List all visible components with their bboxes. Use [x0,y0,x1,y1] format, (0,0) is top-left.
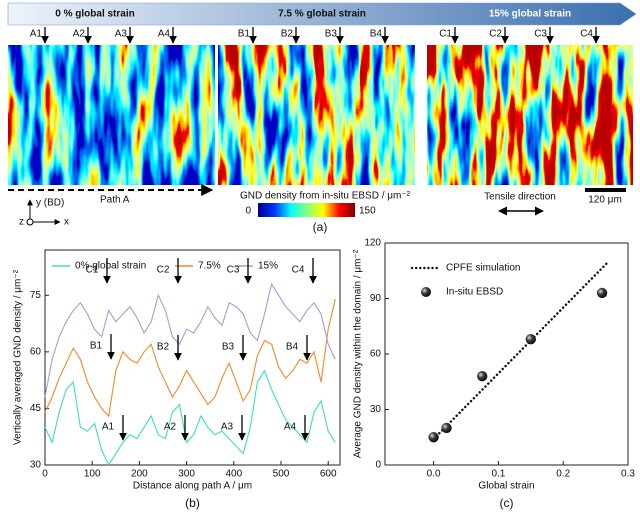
annotation: B1 [90,341,103,352]
y-tick-label: 120 [364,238,381,249]
y-axis-label: Vertically averaged GND density / μm⁻² [13,269,24,445]
scale-bar [585,188,626,192]
marker-label: C2 [489,29,502,40]
axis-label: z [19,217,24,228]
y-tick-label: 30 [370,404,382,415]
path-label: Path A [100,195,130,206]
annotation: C2 [157,265,170,276]
marker-label: B3 [325,29,338,40]
x-axis-label: Global strain [478,481,534,492]
fit-line [432,260,610,441]
legend-label: 15% [258,261,278,272]
annotation: A2 [164,422,177,433]
legend-label: 0% global strain [75,261,146,272]
plot-frame [384,242,629,466]
y-tick-label: 30 [30,460,42,471]
marker-label: C3 [534,29,547,40]
data-line [44,282,336,398]
x-tick-label: 0.2 [556,469,570,480]
data-point [477,371,488,382]
colorbar-label: 0 [245,206,251,217]
data-line [44,369,336,467]
plot-frame [44,249,341,466]
marker-label: B2 [281,29,294,40]
x-tick-label: 400 [225,469,242,480]
colorbar [258,203,355,217]
panel-label: (a) [313,220,328,234]
y-tick-label: 60 [370,349,382,360]
x-tick-label: 300 [178,469,195,480]
annotation: C3 [227,265,240,276]
data-point [441,422,452,434]
legend-label: 7.5% [198,261,221,272]
x-tick-label: 0 [42,469,48,480]
annotation: A1 [102,422,115,433]
x-tick-label: 0.0 [427,469,441,480]
annotation: B3 [222,342,235,353]
panel-label: (c) [500,496,514,510]
marker-label: B1 [238,29,251,40]
marker-label: A3 [115,29,128,40]
x-tick-label: 0.3 [621,469,635,480]
y-tick-label: 45 [30,403,42,414]
marker-label: A1 [30,29,43,40]
x-tick-label: 0.1 [491,469,505,480]
banner-label: 15% global strain [489,9,571,20]
legend-label: CPFE simulation [446,263,520,274]
axis-label: y (BD) [36,198,64,209]
legend-swatch [421,287,431,297]
data-point [428,432,439,443]
y-tick-label: 0 [375,460,381,471]
annotation: C4 [292,265,305,276]
x-tick-label: 600 [320,469,337,480]
y-tick-label: 60 [30,346,42,357]
tensile-label: Tensile direction [484,192,556,203]
marker-label: A2 [73,29,86,40]
x-tick-label: 200 [131,469,148,480]
y-tick-label: 90 [370,293,382,304]
x-tick-label: 500 [273,469,290,480]
annotation: A3 [221,422,234,433]
ebsd-map [218,45,415,185]
colorbar-label: 150 [359,206,376,217]
marker-label: C1 [439,29,452,40]
y-tick-label: 75 [30,290,42,301]
scale-label: 120 μm [588,195,622,206]
axis-z [26,218,34,226]
annotation: B4 [286,342,299,353]
x-tick-label: 100 [84,469,101,480]
marker-label: A4 [158,29,171,40]
y-axis-label: Average GND density within the domain / … [353,249,364,458]
panel-label: (b) [185,496,200,510]
legend-label: In-situ EBSD [446,287,503,298]
marker-label: C4 [580,29,593,40]
banner-label: 7.5 % global strain [278,9,366,20]
colorbar-title: GND density from in-situ EBSD / μm⁻² [240,191,411,202]
data-line [44,298,336,418]
strain-banner [7,2,637,26]
marker-label: B4 [370,29,383,40]
annotation: C1 [86,265,99,276]
axis-label: x [64,217,69,228]
annotation: A4 [284,422,297,433]
x-axis-label: Distance along path A / μm [133,481,252,492]
data-point [596,287,608,299]
annotation: B2 [157,342,170,353]
ebsd-map [8,45,215,185]
data-point [525,334,536,345]
banner-label: 0 % global strain [55,9,134,20]
ebsd-map [427,45,633,185]
